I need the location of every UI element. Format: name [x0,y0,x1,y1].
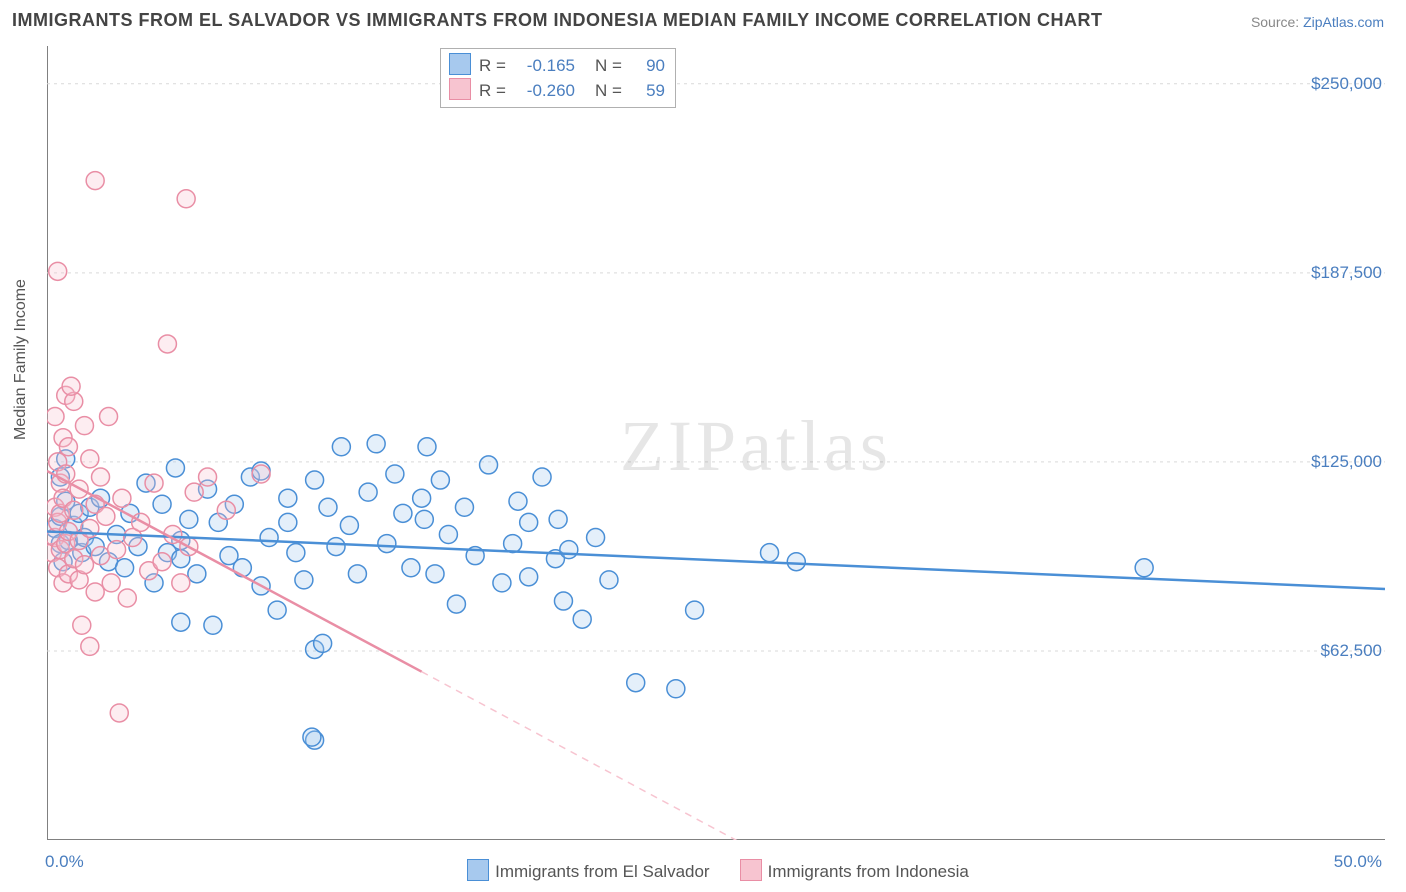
y-tick-label: $187,500 [1311,263,1382,283]
legend-swatch [740,859,762,881]
source-prefix: Source: [1251,14,1303,30]
r-label: R = [479,54,509,78]
stats-row-indonesia: R =-0.260 N =59 [449,78,665,103]
source-link[interactable]: ZipAtlas.com [1303,14,1384,30]
n-value: 59 [625,79,665,103]
n-label: N = [595,79,625,103]
source-attribution: Source: ZipAtlas.com [1251,14,1384,30]
r-label: R = [479,79,509,103]
legend-label-el_salvador: Immigrants from El Salvador [495,862,709,881]
bottom-legend: Immigrants from El Salvador Immigrants fr… [0,859,1406,882]
n-label: N = [595,54,625,78]
stats-row-el_salvador: R =-0.165 N =90 [449,53,665,78]
legend-swatch [467,859,489,881]
y-tick-label: $250,000 [1311,74,1382,94]
y-tick-label: $62,500 [1321,641,1382,661]
legend-swatch [449,78,471,100]
stats-legend: R =-0.165 N =90 R =-0.260 N =59 [440,48,676,108]
x-min-label: 0.0% [45,852,84,872]
n-value: 90 [625,54,665,78]
plot-svg [47,46,1385,840]
r-value: -0.165 [509,54,575,78]
legend-label-indonesia: Immigrants from Indonesia [768,862,969,881]
x-max-label: 50.0% [1334,852,1382,872]
chart-title: IMMIGRANTS FROM EL SALVADOR VS IMMIGRANT… [12,10,1103,31]
legend-swatch [449,53,471,75]
y-axis-title: Median Family Income [12,279,30,440]
r-value: -0.260 [509,79,575,103]
y-tick-label: $125,000 [1311,452,1382,472]
